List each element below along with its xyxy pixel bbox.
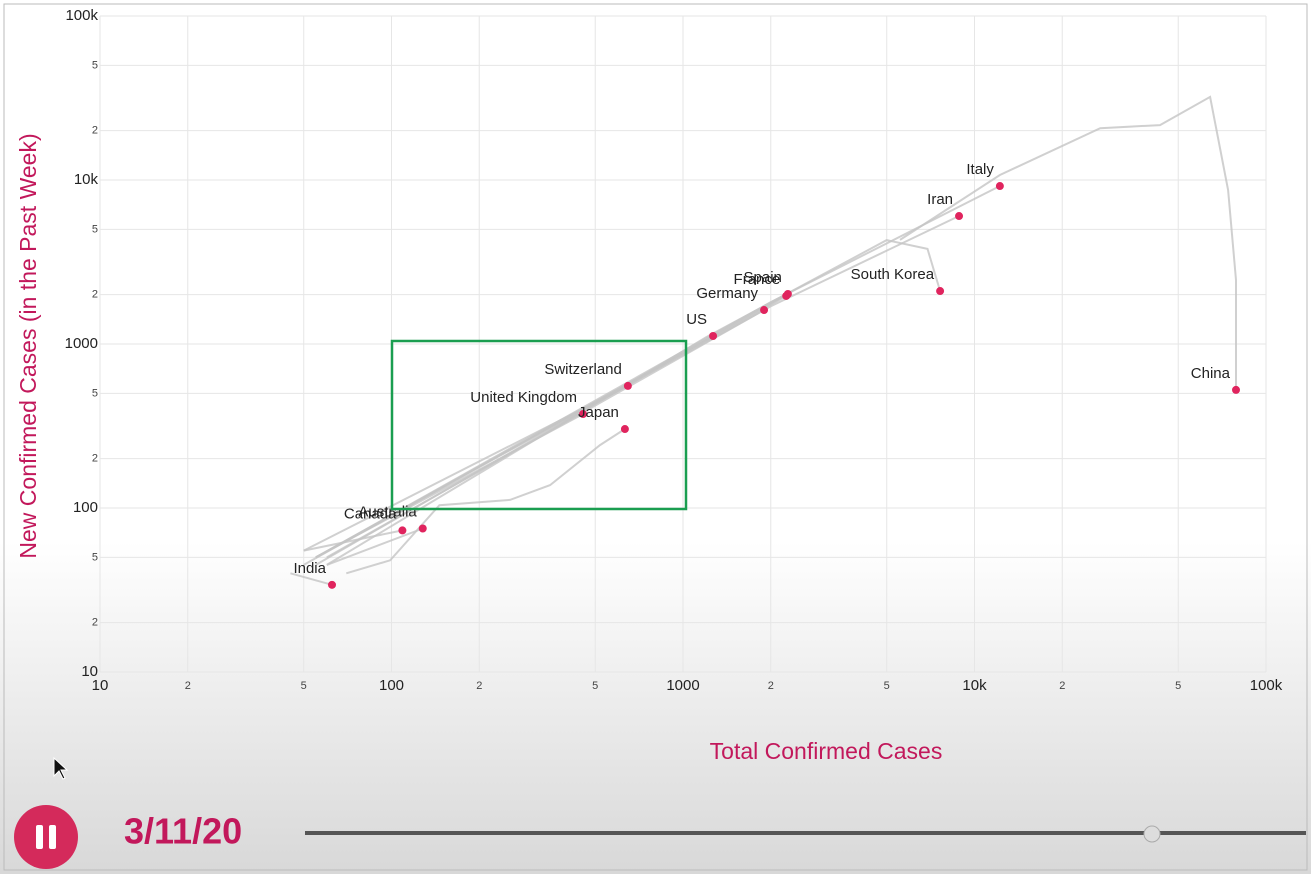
country-label: United Kingdom bbox=[470, 389, 577, 406]
country-label: Canada bbox=[344, 505, 397, 522]
pause-bar bbox=[49, 825, 56, 849]
country-point bbox=[398, 526, 407, 535]
trail bbox=[326, 215, 960, 559]
country-point bbox=[579, 410, 588, 419]
y-tick-label: 10k bbox=[74, 171, 99, 188]
x-axis-title: Total Confirmed Cases bbox=[710, 738, 943, 764]
highlight-box bbox=[390, 339, 688, 511]
x-tick-label: 5 bbox=[592, 680, 598, 692]
country-point bbox=[327, 580, 336, 589]
x-tick-label: 2 bbox=[1059, 680, 1065, 692]
y-tick-label: 100 bbox=[73, 499, 98, 516]
trail bbox=[326, 527, 424, 566]
country-label: Iran bbox=[927, 191, 953, 208]
country-point bbox=[936, 287, 945, 296]
mouse-cursor bbox=[53, 756, 69, 780]
trail bbox=[899, 95, 1237, 390]
date-label: 3/11/20 bbox=[124, 811, 242, 852]
y-tick-label: 10 bbox=[81, 663, 98, 680]
country-point bbox=[418, 524, 427, 533]
x-tick-label: 10 bbox=[92, 677, 109, 694]
y-tick-label: 5 bbox=[92, 387, 98, 399]
country-point bbox=[1231, 385, 1240, 394]
country-label: France bbox=[734, 271, 781, 288]
country-label: Germany bbox=[696, 285, 758, 302]
country-label: Italy bbox=[966, 161, 994, 178]
y-tick-label: 1000 bbox=[65, 335, 98, 352]
timeline-thumb[interactable] bbox=[1143, 825, 1161, 843]
country-point bbox=[623, 381, 632, 390]
x-tick-label: 100 bbox=[379, 677, 404, 694]
y-tick-label: 5 bbox=[92, 59, 98, 71]
y-tick-label: 5 bbox=[92, 223, 98, 235]
country-point bbox=[955, 212, 964, 221]
country-label: China bbox=[1191, 365, 1231, 382]
y-tick-label: 2 bbox=[92, 617, 98, 629]
country-point bbox=[783, 289, 792, 298]
x-tick-label: 2 bbox=[185, 680, 191, 692]
x-tick-label: 5 bbox=[1175, 680, 1181, 692]
x-tick-label: 5 bbox=[301, 680, 307, 692]
x-tick-label: 100k bbox=[1250, 677, 1283, 694]
country-label: India bbox=[293, 560, 326, 577]
trail bbox=[290, 572, 333, 586]
x-tick-label: 5 bbox=[884, 680, 890, 692]
country-label: Spain bbox=[744, 269, 782, 286]
x-tick-label: 1000 bbox=[666, 677, 699, 694]
grid: 10 2 5 100 2 5 1000 2 5 10k 2 5 100k 10 2 5 100 2 5 1000 2 5 1… bbox=[65, 7, 1283, 694]
y-tick-label: 100k bbox=[65, 7, 98, 24]
country-label: Japan bbox=[578, 404, 619, 421]
y-axis-title: New Confirmed Cases (in the Past Week) bbox=[15, 133, 41, 558]
country-point bbox=[995, 182, 1004, 191]
x-tick-label: 2 bbox=[768, 680, 774, 692]
y-tick-label: 5 bbox=[92, 551, 98, 563]
pause-button[interactable] bbox=[14, 805, 78, 869]
country-point bbox=[709, 331, 718, 340]
country-label: US bbox=[686, 311, 707, 328]
y-tick-label: 2 bbox=[92, 289, 98, 301]
x-tick-label: 2 bbox=[476, 680, 482, 692]
y-tick-label: 2 bbox=[92, 125, 98, 137]
trail bbox=[346, 428, 626, 575]
country-label: Australia bbox=[358, 503, 417, 520]
country-label: South Korea bbox=[851, 266, 935, 283]
pause-bar bbox=[36, 825, 43, 849]
trail bbox=[303, 529, 403, 552]
frame bbox=[3, 3, 1308, 871]
y-tick-label: 2 bbox=[92, 453, 98, 465]
country-label: Switzerland bbox=[544, 361, 622, 378]
country-point bbox=[760, 306, 769, 315]
x-tick-label: 10k bbox=[962, 677, 987, 694]
country-point bbox=[620, 425, 629, 434]
pause-circle[interactable] bbox=[14, 805, 78, 869]
